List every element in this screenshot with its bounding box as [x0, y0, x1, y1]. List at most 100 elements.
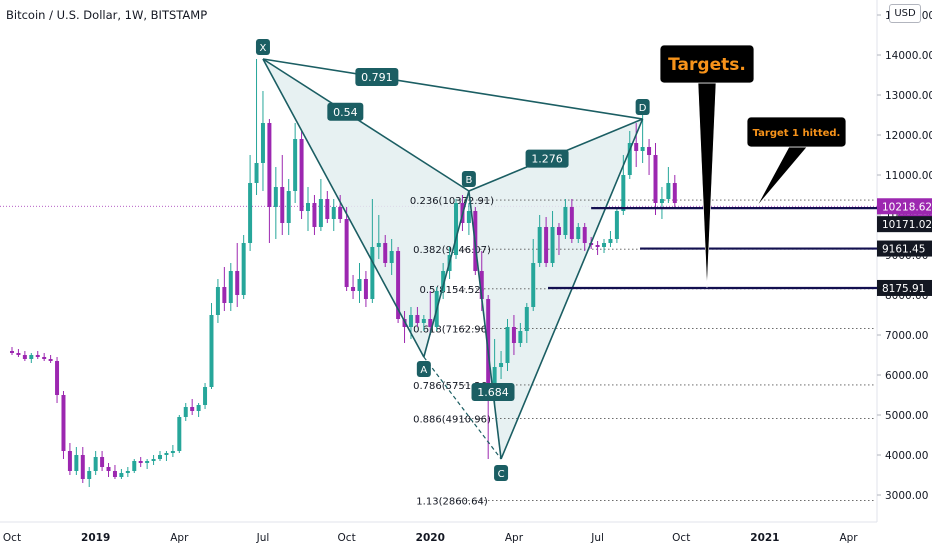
candle-body	[10, 351, 14, 353]
candle-body	[22, 355, 27, 359]
candle-body	[653, 155, 658, 203]
candle-body	[428, 319, 433, 327]
candle-body	[42, 357, 47, 359]
fib-level-label: 0.236(10372.91)	[410, 196, 494, 207]
pattern-line-xa	[262, 58, 425, 358]
pattern-point-label: X	[260, 43, 267, 54]
currency-button[interactable]: USD	[889, 4, 921, 23]
candle-body	[640, 147, 645, 151]
ratio-badge	[355, 68, 399, 86]
fib-level-label: 0.618(7162.96)	[413, 324, 491, 335]
pattern-point-badge	[255, 39, 270, 55]
candle-body	[550, 227, 555, 263]
fib-level-label: 0.786(5751.26)	[413, 381, 491, 392]
candle-body	[248, 183, 253, 243]
x-tick-label: 2019	[81, 532, 110, 544]
candle-body	[125, 471, 130, 473]
candle-body	[325, 199, 330, 219]
pattern-point-label: A	[420, 365, 427, 376]
candle-body	[132, 461, 137, 471]
targets-callout-pointer	[697, 82, 717, 288]
x-tick-label: Apr	[839, 532, 858, 544]
candle-body	[672, 183, 677, 203]
candle-body	[222, 287, 227, 303]
price-marker: 9161.45	[877, 240, 932, 257]
candle-body	[112, 471, 117, 477]
target-hit-callout-text: Target 1 hitted.	[753, 128, 841, 139]
ratio-label: 1.276	[531, 153, 563, 166]
candle-body	[537, 227, 542, 263]
pattern-fill-xab	[262, 59, 469, 357]
y-tick-label: 3000.00	[885, 490, 928, 502]
pattern-point-badge	[416, 361, 431, 377]
candle-body	[441, 271, 446, 291]
x-tick-label: Oct	[3, 532, 21, 544]
candle-body	[582, 227, 587, 243]
candle-body	[511, 327, 516, 343]
candle-body	[634, 143, 639, 151]
candle-body	[621, 175, 626, 211]
x-tick-label: 2021	[750, 532, 779, 544]
candle-body	[119, 473, 124, 477]
candle-body	[145, 461, 150, 463]
y-tick-label: 12000.00	[885, 130, 932, 142]
candle-body	[415, 315, 420, 323]
candle-body	[106, 467, 111, 471]
candle-body	[312, 203, 317, 227]
candle-body	[254, 163, 259, 183]
price-marker: 10171.02	[877, 216, 932, 233]
candle-body	[280, 187, 285, 223]
candle-body	[241, 243, 246, 295]
candle-body	[647, 147, 652, 155]
x-tick-label: Oct	[672, 532, 690, 544]
pattern-point-badge	[461, 171, 476, 187]
candle-body	[16, 353, 21, 355]
y-tick-label: 5000.00	[885, 410, 928, 422]
price-marker-box	[877, 216, 932, 233]
price-axis-bg	[877, 0, 932, 550]
candle-body	[396, 251, 401, 319]
candle-body	[608, 239, 613, 243]
candle-body	[235, 271, 240, 295]
y-tick-label: 7000.00	[885, 330, 928, 342]
candle-body	[563, 207, 568, 235]
candle-body	[524, 307, 529, 331]
candle-body	[421, 319, 426, 323]
candle-body	[158, 455, 162, 459]
candle-body	[505, 327, 510, 363]
candle-body	[299, 139, 304, 211]
pattern-line-xb	[262, 58, 470, 192]
candle-body	[67, 451, 72, 471]
targets-callout-box	[659, 44, 755, 84]
ratio-label: 1.684	[477, 386, 509, 399]
ratio-badge	[471, 383, 515, 401]
candle-body	[80, 455, 85, 479]
ratio-label: 0.791	[361, 71, 393, 84]
y-tick-label: 14000.00	[885, 50, 932, 62]
candle-body	[357, 279, 362, 291]
x-tick-label: Jul	[590, 532, 604, 544]
targets-callout-text: Targets.	[668, 55, 746, 75]
price-marker-label: 9161.45	[882, 244, 925, 256]
ratio-badge	[525, 149, 569, 168]
candle-body	[331, 207, 336, 219]
candle-body	[614, 211, 619, 239]
target-hit-callout-pointer	[756, 146, 808, 207]
ratio-label: 0.54	[333, 106, 358, 119]
candle-body	[499, 363, 504, 367]
candle-body	[627, 143, 632, 175]
candle-body	[196, 405, 201, 411]
pattern-line-ab	[423, 190, 470, 358]
pattern-point-label: D	[639, 103, 647, 114]
price-marker: 8175.91	[877, 279, 932, 296]
y-tick-label: 6000.00	[885, 370, 928, 382]
candle-body	[569, 207, 574, 239]
y-tick-label: 11000.00	[885, 170, 932, 182]
x-tick-label: Jul	[256, 532, 270, 544]
price-marker-box	[877, 240, 932, 257]
candle-body	[556, 227, 561, 235]
x-tick-label: Oct	[338, 532, 356, 544]
x-tick-label: 2020	[416, 532, 445, 544]
candle-body	[74, 455, 79, 471]
